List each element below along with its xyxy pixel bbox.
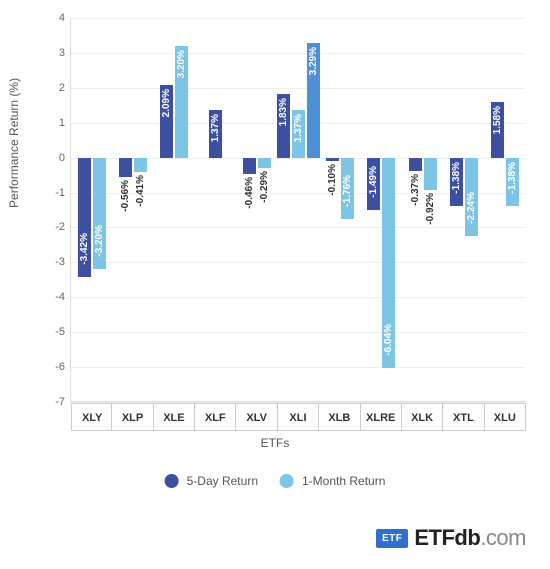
x-tick-label: XLB — [318, 403, 360, 431]
bar — [258, 158, 271, 168]
grid-line — [71, 262, 525, 263]
etf-badge-icon: ETF — [376, 529, 408, 548]
bar-value-label: 1.58% — [492, 106, 503, 134]
bar-value-label: -1.49% — [368, 166, 379, 198]
legend-item-1month: 1-Month Return — [280, 474, 385, 488]
bar-value-label: -3.20% — [94, 225, 105, 257]
y-axis-label: Performance Return (%) — [7, 78, 21, 208]
x-tick-label: XLI — [277, 403, 319, 431]
x-tick-label: XLRE — [360, 403, 402, 431]
grid-line — [71, 53, 525, 54]
bar-value-label: -0.46% — [244, 177, 255, 209]
bar — [326, 158, 339, 161]
bar-value-label: -0.37% — [410, 174, 421, 206]
x-tick-label: XTL — [442, 403, 484, 431]
bar-value-label: 3.20% — [176, 50, 187, 78]
plot-area: -7-6-5-4-3-2-101234XLYXLPXLEXLFXLVXLIXLB… — [70, 18, 525, 402]
brand-name: ETFdb — [414, 525, 480, 551]
grid-line — [71, 18, 525, 19]
legend-swatch-icon — [280, 474, 294, 488]
y-tick-label: 0 — [59, 152, 71, 164]
legend-label: 5-Day Return — [187, 474, 258, 488]
grid-line — [71, 367, 525, 368]
x-tick-label: XLU — [484, 403, 526, 431]
bar-value-label: -0.56% — [120, 180, 131, 212]
grid-line — [71, 332, 525, 333]
etf-performance-chart: Performance Return (%) -7-6-5-4-3-2-1012… — [15, 10, 535, 510]
x-tick-label: XLE — [153, 403, 195, 431]
bar-value-label: 3.29% — [308, 47, 319, 75]
bar-value-label: 2.09% — [161, 89, 172, 117]
bar-value-label: -0.10% — [327, 164, 338, 196]
brand-suffix: .com — [480, 525, 526, 551]
y-tick-label: -3 — [55, 256, 71, 268]
bar-value-label: -1.38% — [451, 162, 462, 194]
x-tick-label: XLY — [71, 403, 113, 431]
bar-value-label: 1.37% — [293, 114, 304, 142]
x-axis-label: ETFs — [261, 436, 290, 450]
bar-value-label: -3.42% — [79, 233, 90, 265]
x-tick-label: XLV — [235, 403, 277, 431]
grid-line — [71, 88, 525, 89]
x-tick-label: XLF — [194, 403, 236, 431]
bar-value-label: -0.41% — [135, 175, 146, 207]
bar-value-label: 1.37% — [210, 114, 221, 142]
bar-value-label: -2.24% — [466, 192, 477, 224]
bar — [134, 158, 147, 172]
grid-line — [71, 297, 525, 298]
y-tick-label: -1 — [55, 187, 71, 199]
bar — [409, 158, 422, 171]
legend-swatch-icon — [165, 474, 179, 488]
bar — [424, 158, 437, 190]
bar-value-label: -1.38% — [507, 162, 518, 194]
y-tick-label: -6 — [55, 361, 71, 373]
legend-label: 1-Month Return — [302, 474, 385, 488]
y-tick-label: 1 — [59, 117, 71, 129]
y-tick-label: -7 — [55, 396, 71, 408]
bar-value-label: -0.29% — [259, 171, 270, 203]
grid-line — [71, 227, 525, 228]
bar-value-label: 1.83% — [278, 98, 289, 126]
x-tick-label: XLP — [111, 403, 153, 431]
bar — [243, 158, 256, 174]
bar-value-label: -1.76% — [342, 175, 353, 207]
y-tick-label: -5 — [55, 326, 71, 338]
y-tick-label: 4 — [59, 12, 71, 24]
y-tick-label: 3 — [59, 47, 71, 59]
y-tick-label: -2 — [55, 221, 71, 233]
bar — [119, 158, 132, 178]
y-tick-label: -4 — [55, 291, 71, 303]
legend: 5-Day Return 1-Month Return — [165, 474, 386, 488]
legend-item-5day: 5-Day Return — [165, 474, 258, 488]
bar-value-label: -6.04% — [383, 324, 394, 356]
bar-value-label: -0.92% — [425, 193, 436, 225]
x-tick-label: XLK — [401, 403, 443, 431]
y-tick-label: 2 — [59, 82, 71, 94]
etfdb-logo: ETF ETFdb.com — [376, 525, 526, 551]
